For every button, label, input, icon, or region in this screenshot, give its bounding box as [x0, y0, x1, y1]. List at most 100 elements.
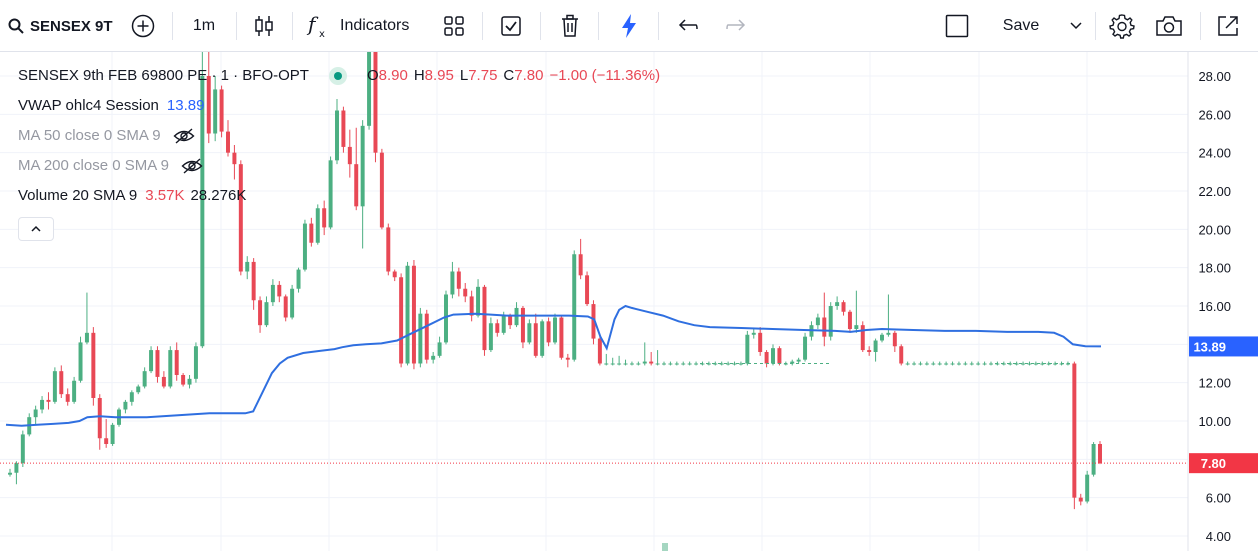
- price-tick-label: 22.00: [1198, 184, 1231, 199]
- candle-body: [155, 350, 160, 377]
- candle-body: [674, 363, 679, 365]
- collapse-legend-button[interactable]: [18, 217, 54, 241]
- candle-body: [944, 363, 949, 365]
- candle-body: [302, 223, 307, 270]
- candle-body: [989, 363, 993, 365]
- candle-body: [52, 371, 57, 402]
- candle-body: [880, 334, 884, 341]
- candle-body: [1085, 474, 1090, 502]
- candle-body: [892, 332, 897, 347]
- undo-button[interactable]: [674, 0, 702, 52]
- volume-bar: [662, 543, 668, 551]
- candle-body: [495, 323, 500, 333]
- settings-button[interactable]: [1108, 0, 1136, 52]
- candle-body: [662, 363, 666, 365]
- candle-body: [97, 398, 102, 439]
- candle-body: [687, 363, 692, 365]
- candle-body: [585, 275, 590, 305]
- fullscreen-toggle-button[interactable]: [943, 0, 971, 52]
- candle-body: [476, 286, 481, 316]
- candle-body: [899, 346, 904, 364]
- candle-body: [213, 89, 218, 134]
- candle-body: [501, 315, 506, 333]
- candle-body: [790, 361, 795, 364]
- candle-body: [283, 296, 288, 318]
- chart-pane[interactable]: 4.006.008.0010.0012.0014.0016.0018.0020.…: [0, 52, 1258, 551]
- candle-body: [1072, 363, 1077, 498]
- volume-legend-row[interactable]: Volume 20 SMA 9 3.57K 28.276K: [18, 181, 666, 211]
- candle-body: [937, 363, 942, 365]
- candle-body: [322, 208, 327, 228]
- candle-body: [482, 286, 487, 351]
- candle-body: [982, 363, 987, 365]
- chart-type-button[interactable]: [250, 0, 278, 52]
- candle-body: [924, 363, 929, 365]
- candle-body: [649, 361, 654, 364]
- redo-button[interactable]: [722, 0, 750, 52]
- open-label: O: [366, 67, 379, 84]
- symbol-search-button[interactable]: SENSEX 9T: [8, 0, 118, 52]
- candle-body: [1021, 363, 1026, 365]
- candle-body: [681, 363, 686, 365]
- candle-body: [328, 160, 333, 228]
- svg-text:x: x: [319, 29, 325, 39]
- candle-body: [931, 363, 936, 365]
- delete-button[interactable]: [556, 0, 584, 52]
- lightning-icon: [619, 13, 639, 39]
- candle-body: [546, 321, 551, 343]
- price-tick-label: 4.00: [1206, 529, 1231, 544]
- candle-body: [367, 52, 372, 126]
- candle-body: [694, 363, 699, 365]
- high-value: 8.95: [424, 67, 454, 84]
- candle-body: [1027, 363, 1032, 365]
- candle-body: [142, 371, 147, 387]
- candle-body: [206, 76, 211, 134]
- ma50-legend-row[interactable]: MA 50 close 0 SMA 9: [18, 121, 666, 151]
- candle-body: [360, 125, 365, 207]
- price-chart[interactable]: 4.006.008.0010.0012.0014.0016.0018.0020.…: [0, 52, 1258, 551]
- candle-body: [315, 208, 320, 243]
- candle-body: [963, 363, 968, 365]
- candle-body: [232, 152, 237, 165]
- hidden-eye-icon[interactable]: [181, 157, 203, 175]
- hidden-eye-icon[interactable]: [173, 127, 195, 145]
- candle-body: [1046, 363, 1051, 365]
- candle-body: [450, 271, 455, 295]
- candle-body: [758, 332, 763, 352]
- snapshot-button[interactable]: [1154, 0, 1184, 52]
- candle-body: [354, 164, 359, 207]
- candle-body: [1014, 363, 1019, 365]
- vwap-value: 13.89: [166, 97, 205, 114]
- candle-body: [104, 438, 109, 444]
- vwap-legend-row[interactable]: VWAP ohlc4 Session 13.89: [18, 91, 666, 121]
- compare-symbol-button[interactable]: [128, 0, 158, 52]
- candle-body: [745, 334, 750, 364]
- camera-icon: [1155, 15, 1183, 37]
- candle-body: [597, 338, 602, 364]
- candle-body: [1091, 444, 1096, 475]
- candle-body: [738, 363, 743, 365]
- price-tick-label: 16.00: [1198, 299, 1231, 314]
- candle-body: [905, 363, 910, 365]
- candle-body: [1008, 363, 1013, 365]
- candle-body: [258, 300, 263, 326]
- undo-icon: [677, 17, 699, 35]
- candle-body: [956, 363, 961, 365]
- candle-body: [78, 342, 83, 381]
- ma200-legend-row[interactable]: MA 200 close 0 SMA 9: [18, 151, 666, 181]
- alert-checkbox-button[interactable]: [497, 0, 525, 52]
- vwap-price-tag-bg: [1189, 336, 1258, 357]
- candle-body: [386, 227, 391, 272]
- candle-body: [341, 110, 346, 147]
- open-external-button[interactable]: [1214, 0, 1242, 52]
- price-tick-label: 28.00: [1198, 69, 1231, 84]
- save-options-dropdown[interactable]: [1064, 0, 1088, 52]
- save-button[interactable]: Save: [1002, 17, 1040, 34]
- candle-body: [668, 363, 673, 365]
- interval-button[interactable]: 1m: [192, 17, 216, 34]
- candle-body: [193, 346, 198, 379]
- candle-body: [379, 152, 384, 228]
- layouts-button[interactable]: [440, 0, 468, 52]
- quick-trade-button[interactable]: [615, 0, 643, 52]
